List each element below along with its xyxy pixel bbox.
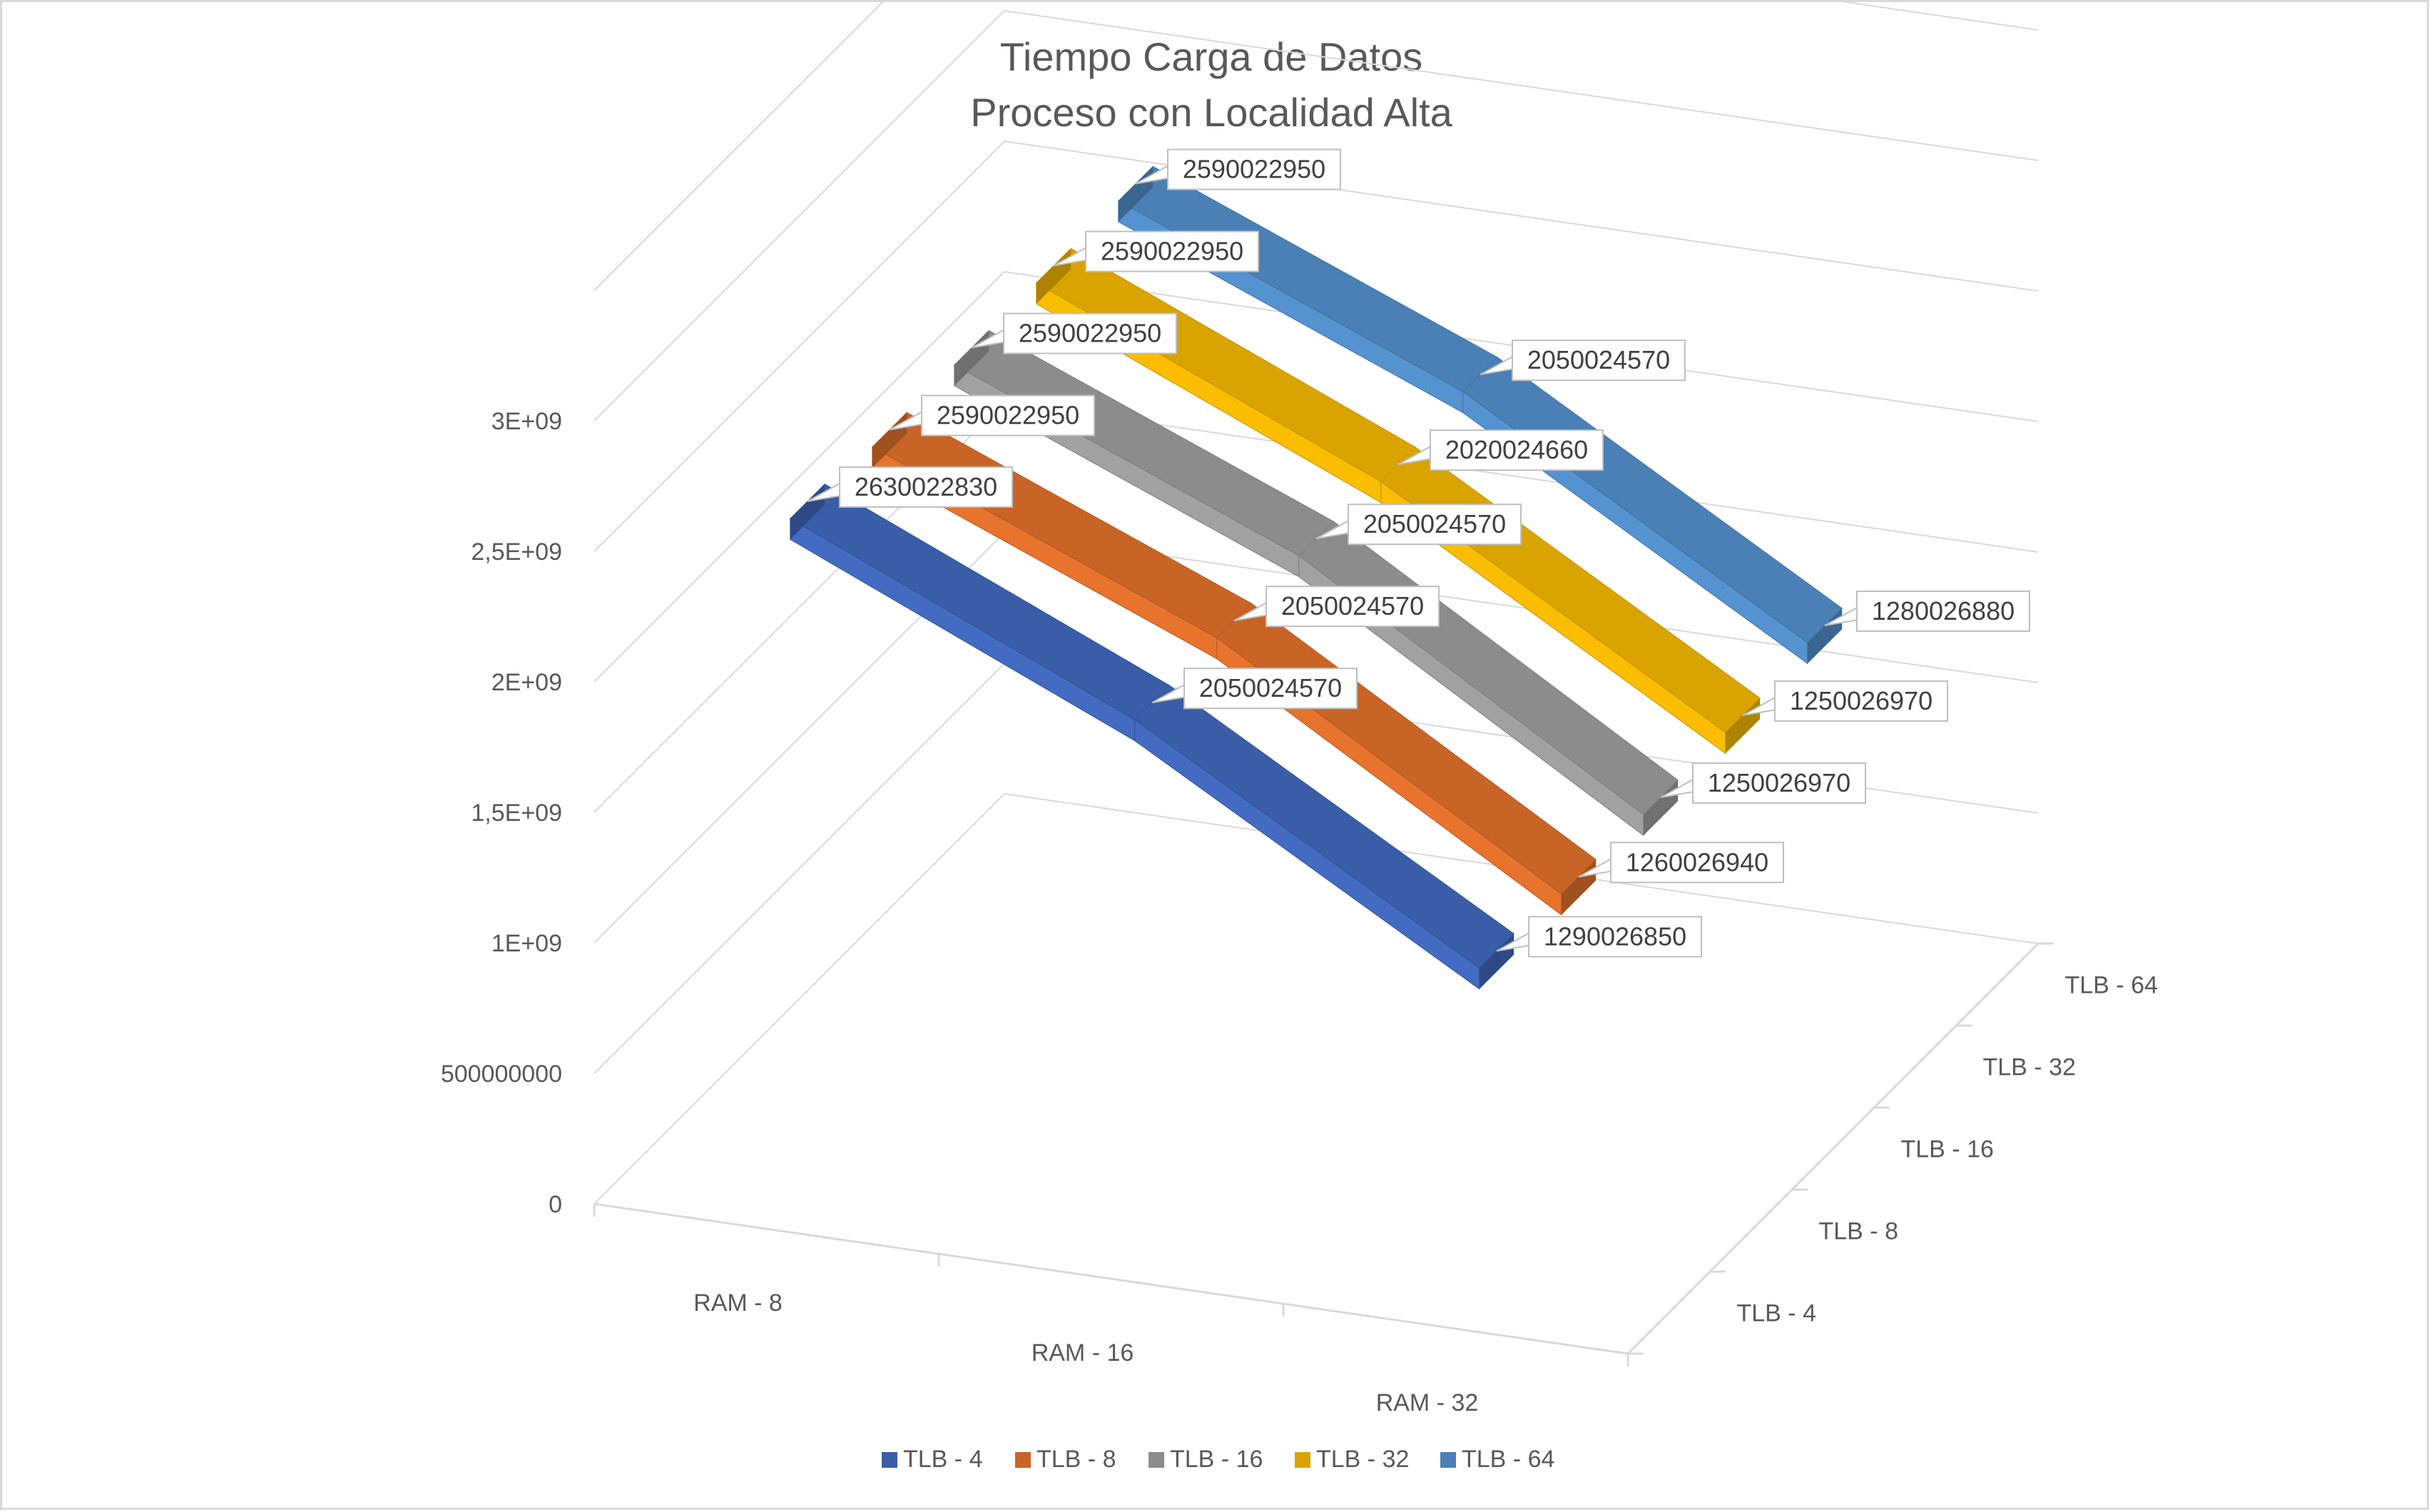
legend-swatch [1149,1452,1164,1468]
gridline [594,9,2039,422]
gridline [594,140,2039,552]
y-tick-label: 2E+09 [492,669,562,696]
data-label-text: 1250026970 [1708,768,1850,797]
depth-tick-label: TLB - 16 [1901,1136,1994,1163]
x-axis-line [594,1202,1629,1355]
data-label-text: 1290026850 [1544,921,1686,951]
data-label-text: 2630022830 [855,472,997,501]
x-tick-label: RAM - 8 [693,1289,783,1317]
data-label-text: 2050024570 [1199,673,1342,703]
data-label-box [1348,504,1522,546]
data-label-box [1085,230,1259,272]
data-label: 2590022950 [971,312,1177,354]
data-label: 2050024570 [1315,504,1522,546]
data-label-box [1430,429,1604,471]
legend-swatch [1015,1452,1031,1468]
x-tick-label: RAM - 16 [1032,1339,1134,1367]
legend-label: TLB - 4 [903,1446,982,1473]
legend-label: TLB - 8 [1037,1446,1116,1473]
legend-swatch [882,1452,897,1468]
data-label: 1290026850 [1496,916,1702,958]
data-label: 2590022950 [1053,230,1259,272]
chart-title-line-2: Proceso con Localidad Alta [970,90,1452,135]
legend-item: TLB - 32 [1295,1446,1409,1473]
data-label-text: 2050024570 [1527,345,1670,374]
data-label-box [1856,591,2030,633]
data-label: 1280026880 [1824,591,2030,633]
legend-swatch [1295,1452,1310,1468]
y-tick-label: 3E+09 [492,408,562,435]
data-label-box [1003,312,1177,354]
data-label: 2590022950 [889,394,1095,436]
gridline [594,792,2039,1205]
legend-item: TLB - 4 [882,1446,982,1473]
depth-tick-label: TLB - 8 [1819,1218,1898,1245]
data-label-text: 1260026940 [1626,847,1768,877]
data-label-box [1266,586,1440,628]
y-tick-label: 2,5E+09 [471,538,562,566]
data-label: 1250026970 [1660,762,1866,804]
data-label-text: 2050024570 [1363,509,1506,538]
depth-axis-line [1626,942,2040,1355]
data-label: 2050024570 [1151,668,1358,710]
data-label: 2020024660 [1397,429,1604,471]
legend-label: TLB - 16 [1170,1446,1263,1473]
legend-swatch [1440,1452,1456,1468]
depth-tick-label: TLB - 32 [1983,1054,2076,1081]
data-label-box [839,466,1013,508]
data-label-box [1692,762,1866,804]
data-label-box [1528,916,1702,958]
data-label-box [1167,148,1341,190]
data-label-box [1183,668,1358,710]
data-labels: 2590022950 2050024570 1280026880 2590022950… [807,148,2030,958]
data-label-text: 2590022950 [1101,237,1243,266]
legend-label: TLB - 32 [1316,1446,1409,1473]
y-tick-label: 0 [549,1191,562,1218]
legend-label: TLB - 64 [1462,1446,1554,1473]
data-label: 1260026940 [1578,842,1784,884]
chart-title-line-1: Tiempo Carga de Datos [1000,34,1422,79]
data-label: 2050024570 [1233,586,1440,628]
gridline [594,270,2039,683]
data-label: 2630022830 [807,466,1013,508]
data-label-box [921,394,1095,436]
x-tick-label: RAM - 32 [1376,1389,1479,1416]
series-ribbon [789,484,1514,990]
legend-item: TLB - 8 [1015,1446,1116,1473]
y-tick-label: 1,5E+09 [471,800,562,827]
data-label-text: 2050024570 [1281,591,1424,620]
data-label-text: 2020024660 [1445,435,1588,464]
data-label-box [1512,339,1686,382]
y-tick-label: 500000000 [441,1061,562,1088]
depth-tick-label: TLB - 64 [2065,972,2158,999]
data-label-text: 1280026880 [1872,596,2015,625]
depth-tick-label: TLB - 4 [1737,1300,1816,1327]
data-label-text: 2590022950 [1019,319,1161,348]
data-label-box [1774,680,1948,722]
data-label: 2590022950 [1135,148,1341,190]
legend-item: TLB - 64 [1440,1446,1554,1473]
legend-item: TLB - 16 [1149,1446,1263,1473]
data-label: 1250026970 [1742,680,1948,722]
y-tick-label: 1E+09 [492,930,562,957]
axes: 0 500000000 1E+09 1,5E+09 2E+09 2,5E+09 3E+09 R… [441,408,2158,1416]
data-label-text: 2590022950 [937,401,1079,430]
legend: TLB - 4 TLB - 8 TLB - 16 TLB - 32 TLB - 64 [882,1446,1554,1473]
chart-title: Tiempo Carga de Datos Proceso con Locali… [970,34,1452,135]
data-label-text: 2590022950 [1183,155,1325,184]
data-label-text: 1250026970 [1790,686,1932,715]
data-label-box [1610,842,1784,884]
gridline [594,2,2039,291]
data-label: 2050024570 [1480,339,1686,382]
